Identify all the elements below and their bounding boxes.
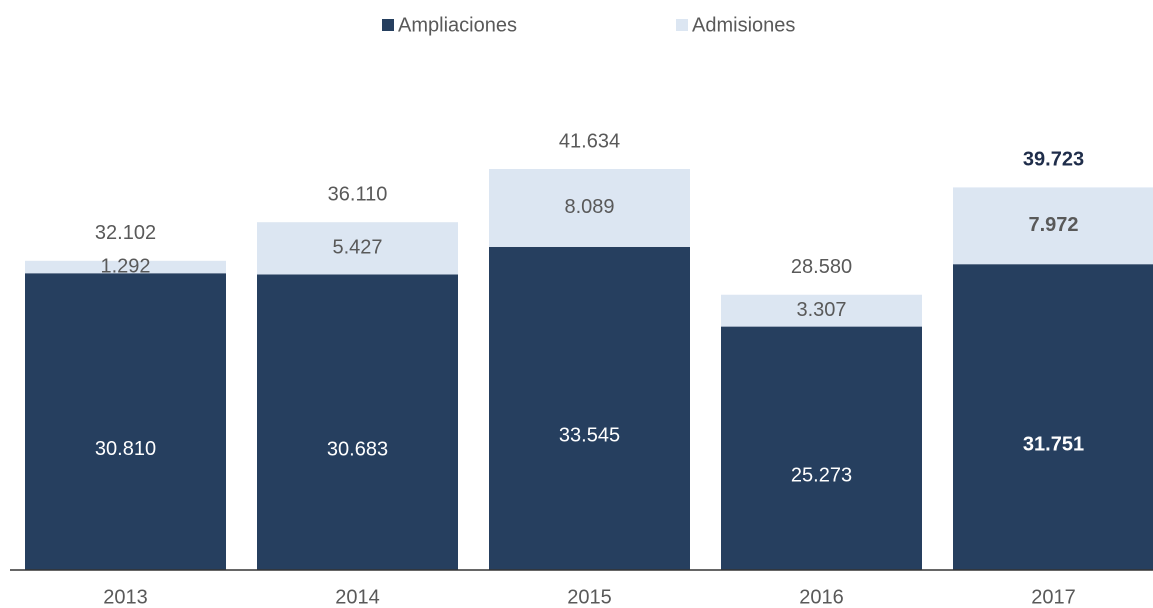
bar-segment bbox=[257, 274, 458, 570]
data-label: 30.810 bbox=[95, 438, 156, 460]
bar-segment bbox=[25, 260, 226, 274]
bar-segment bbox=[721, 326, 922, 570]
data-label: 7.972 bbox=[1028, 214, 1078, 236]
legend-label: Admisiones bbox=[692, 14, 795, 36]
data-label: 30.683 bbox=[327, 439, 388, 461]
bar-segment bbox=[953, 187, 1153, 265]
total-label: 39.723 bbox=[1023, 149, 1084, 171]
legend-swatch bbox=[676, 19, 688, 31]
data-label: 3.307 bbox=[796, 299, 846, 321]
bar-segment bbox=[257, 222, 458, 275]
total-label: 36.110 bbox=[328, 183, 388, 205]
bar-segment bbox=[489, 246, 690, 571]
x-tick-label: 2016 bbox=[799, 586, 844, 608]
data-label: 33.545 bbox=[559, 425, 620, 447]
total-label: 32.102 bbox=[95, 222, 156, 244]
bar-segment bbox=[953, 264, 1153, 570]
x-tick-label: 2017 bbox=[1031, 586, 1076, 608]
data-label: 25.273 bbox=[791, 465, 852, 487]
legend-swatch bbox=[382, 19, 394, 31]
bar-segment bbox=[721, 294, 922, 327]
data-label: 5.427 bbox=[332, 237, 382, 259]
data-label: 8.089 bbox=[564, 196, 614, 218]
total-label: 28.580 bbox=[791, 256, 852, 278]
bar-segment bbox=[25, 273, 226, 570]
x-tick-label: 2013 bbox=[103, 586, 148, 608]
data-label: 31.751 bbox=[1023, 433, 1084, 455]
legend-label: Ampliaciones bbox=[398, 14, 517, 36]
x-tick-label: 2014 bbox=[335, 586, 380, 608]
x-tick-label: 2015 bbox=[567, 586, 612, 608]
bar-segment bbox=[489, 169, 690, 247]
data-label: 1.292 bbox=[100, 255, 150, 277]
total-label: 41.634 bbox=[559, 130, 620, 152]
